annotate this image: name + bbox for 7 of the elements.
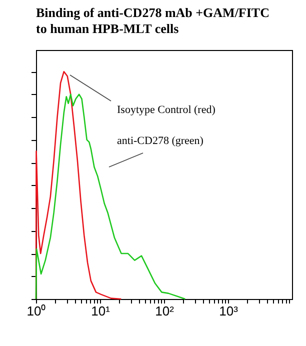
x-tick-label: 10³ bbox=[219, 304, 239, 318]
x-tick-label: 10⁰ bbox=[26, 304, 46, 318]
x-tick-label: 10² bbox=[155, 304, 175, 318]
annotation: Isoytype Control (red) bbox=[117, 104, 216, 116]
x-tick-label: 10¹ bbox=[91, 304, 111, 318]
chart-title: Binding of anti-CD278 mAb +GAM/FITC to human HPB-MLT cells bbox=[36, 5, 270, 36]
annotation: anti-CD278 (green) bbox=[117, 135, 204, 147]
